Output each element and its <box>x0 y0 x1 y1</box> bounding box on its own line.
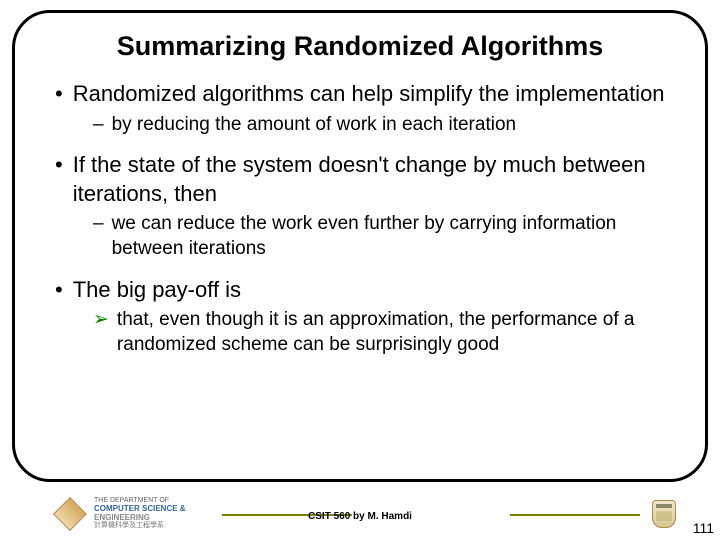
dept-line: ENGINEERING <box>94 514 186 523</box>
bullet-item: • The big pay-off is <box>45 276 675 305</box>
slide-title: Summarizing Randomized Algorithms <box>45 31 675 62</box>
bullet-disc-icon: • <box>55 80 63 109</box>
bullet-item: • Randomized algorithms can help simplif… <box>45 80 675 109</box>
sub-bullet-text: we can reduce the work even further by c… <box>112 212 675 261</box>
logo-graphic-icon <box>52 500 88 528</box>
sub-bullet-text: that, even though it is an approximation… <box>117 308 675 357</box>
department-text: THE DEPARTMENT OF COMPUTER SCIENCE & ENG… <box>94 497 186 530</box>
department-logo: THE DEPARTMENT OF COMPUTER SCIENCE & ENG… <box>52 497 186 530</box>
sub-bullet-item: ➢ that, even though it is an approximati… <box>45 308 675 357</box>
bullet-text: The big pay-off is <box>73 276 241 305</box>
arrow-icon: ➢ <box>93 308 109 333</box>
divider-line-icon <box>510 514 640 516</box>
slide-frame: Summarizing Randomized Algorithms • Rand… <box>12 10 708 482</box>
sub-bullet-text: by reducing the amount of work in each i… <box>112 113 517 138</box>
slide-footer: THE DEPARTMENT OF COMPUTER SCIENCE & ENG… <box>0 490 720 540</box>
bullet-item: • If the state of the system doesn't cha… <box>45 151 675 208</box>
bullet-text: Randomized algorithms can help simplify … <box>73 80 665 109</box>
bullet-disc-icon: • <box>55 151 63 180</box>
dept-cjk: 計算機科學及工程學系 <box>94 522 186 530</box>
university-crest-icon <box>652 500 678 530</box>
dash-icon: – <box>93 212 104 237</box>
bullet-text: If the state of the system doesn't chang… <box>73 151 675 208</box>
sub-bullet-item: – by reducing the amount of work in each… <box>45 113 675 138</box>
dash-icon: – <box>93 113 104 138</box>
bullet-disc-icon: • <box>55 276 63 305</box>
sub-bullet-item: – we can reduce the work even further by… <box>45 212 675 261</box>
page-number: 111 <box>693 520 714 536</box>
footer-course-text: CSIT 560 by M. Hamdi <box>308 511 412 522</box>
